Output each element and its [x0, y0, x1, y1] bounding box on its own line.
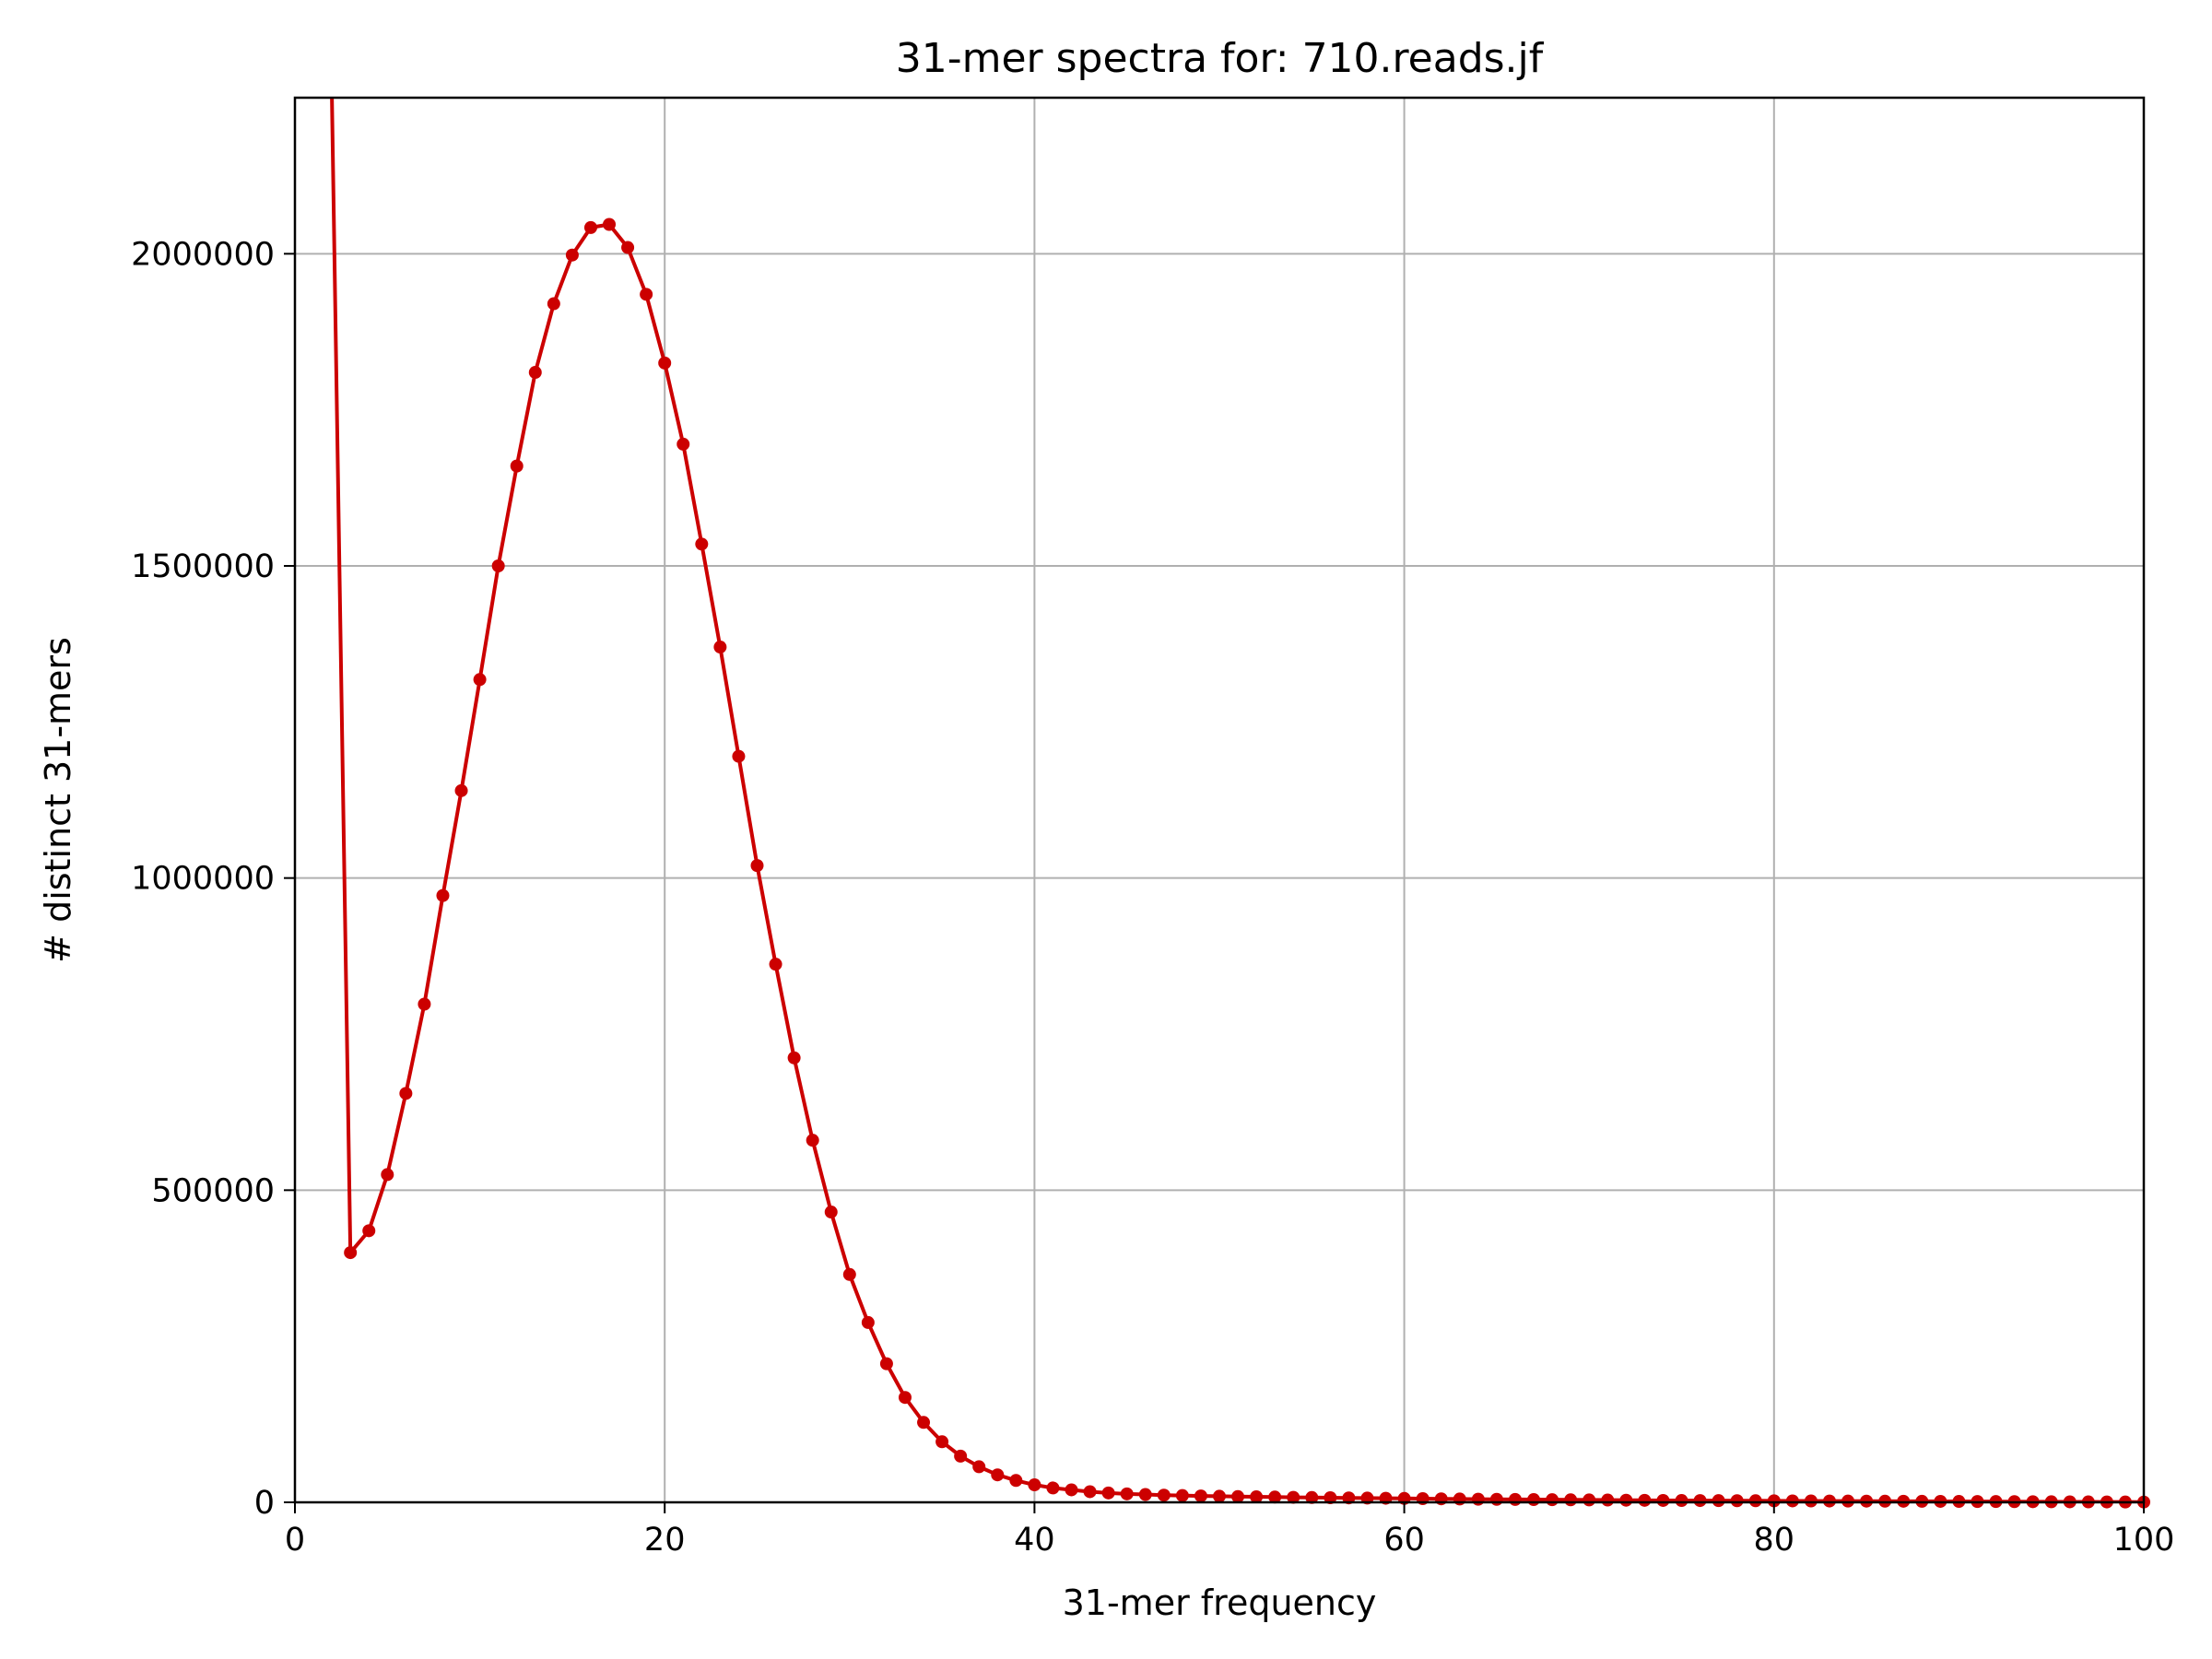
data-point	[769, 958, 782, 971]
data-point	[1489, 1492, 1503, 1506]
plot-frame	[293, 96, 2146, 1504]
data-point	[1009, 1474, 1023, 1488]
data-point	[1841, 1494, 1855, 1508]
data-point	[547, 297, 560, 311]
data-point	[1213, 1489, 1226, 1503]
x-tick-label: 40	[1014, 1522, 1055, 1559]
y-axis-label: # distinct 31-mers	[38, 637, 78, 963]
data-point	[491, 559, 505, 572]
data-point	[1453, 1492, 1466, 1506]
data-point	[381, 1168, 394, 1182]
data-point	[1546, 1493, 1559, 1507]
y-tick-label: 1500000	[131, 548, 275, 585]
data-point	[640, 288, 653, 301]
data-point	[732, 749, 746, 763]
x-tick-label: 60	[1383, 1522, 1425, 1559]
data-point	[898, 1391, 912, 1405]
y-tick-label: 500000	[151, 1172, 275, 1209]
data-point	[473, 673, 487, 687]
y-axis-ticks: 0 500000 1000000 1500000 2000000	[131, 236, 295, 1522]
data-point	[1860, 1494, 1874, 1508]
x-axis-label: 31-mer frequency	[1063, 1583, 1377, 1623]
x-tick-label: 80	[1754, 1522, 1795, 1559]
data-point	[1712, 1494, 1725, 1508]
data-point	[418, 997, 431, 1011]
x-axis-ticks: 0 20 40 60 80 100	[285, 1502, 2175, 1559]
data-point	[1693, 1494, 1707, 1508]
data-point	[806, 1134, 819, 1147]
data-point	[1101, 1486, 1115, 1500]
data-point	[1175, 1488, 1189, 1502]
data-point	[1730, 1494, 1744, 1508]
data-point	[510, 459, 524, 473]
data-point	[1527, 1493, 1541, 1507]
data-point	[1767, 1494, 1781, 1508]
data-point	[583, 220, 597, 234]
data-point	[621, 241, 635, 254]
data-point	[1231, 1489, 1245, 1503]
data-point	[454, 783, 468, 797]
data-point	[344, 1246, 358, 1260]
x-tick-label: 0	[285, 1522, 305, 1559]
data-point	[1046, 1481, 1060, 1495]
data-point	[713, 641, 727, 654]
data-point	[879, 1357, 893, 1371]
data-point	[1508, 1492, 1522, 1506]
data-point	[1785, 1494, 1799, 1508]
data-point	[750, 859, 764, 873]
data-point	[1268, 1490, 1282, 1504]
chart-title: 31-mer spectra for: 710.reads.jf	[896, 35, 1545, 82]
data-point	[1638, 1493, 1652, 1507]
data-point	[695, 537, 709, 551]
data-point	[1564, 1493, 1578, 1507]
data-point	[603, 218, 617, 231]
data-point	[1471, 1492, 1485, 1506]
data-point	[1675, 1494, 1688, 1508]
data-point	[1601, 1493, 1615, 1507]
data-point	[1619, 1493, 1633, 1507]
x-tick-label: 100	[2113, 1522, 2175, 1559]
data-point	[1305, 1490, 1319, 1504]
data-point	[1287, 1490, 1300, 1504]
data-point	[842, 1267, 856, 1281]
data-point	[1083, 1485, 1097, 1499]
data-point	[1324, 1490, 1337, 1504]
data-point	[917, 1416, 931, 1430]
data-point	[399, 1087, 413, 1100]
data-point	[658, 356, 672, 370]
data-point	[1157, 1488, 1171, 1502]
data-point	[935, 1435, 949, 1449]
data-point	[1065, 1483, 1078, 1497]
data-point	[1822, 1494, 1836, 1508]
data-point	[991, 1468, 1005, 1482]
plot-area	[295, 98, 2144, 1502]
data-point	[1138, 1488, 1152, 1501]
data-point	[528, 366, 542, 380]
data-point	[1804, 1494, 1818, 1508]
data-point	[972, 1460, 986, 1474]
data-point	[362, 1224, 376, 1238]
y-tick-label: 1000000	[131, 861, 275, 898]
data-point	[1194, 1489, 1207, 1503]
y-tick-label: 0	[254, 1485, 275, 1522]
data-point	[954, 1449, 968, 1463]
data-point	[565, 248, 579, 262]
data-point	[1656, 1493, 1670, 1507]
data-point	[436, 888, 450, 902]
data-point	[1250, 1490, 1264, 1504]
data-point	[677, 437, 690, 451]
data-point	[1583, 1493, 1596, 1507]
y-tick-label: 2000000	[131, 236, 275, 273]
grid-lines	[294, 98, 2145, 1503]
data-point	[1120, 1487, 1134, 1500]
data-point	[1342, 1491, 1356, 1505]
x-tick-label: 20	[644, 1522, 686, 1559]
data-point	[1748, 1494, 1762, 1508]
data-point	[1028, 1478, 1041, 1492]
data-point	[824, 1206, 838, 1219]
data-point	[861, 1315, 875, 1329]
data-point	[787, 1051, 801, 1065]
